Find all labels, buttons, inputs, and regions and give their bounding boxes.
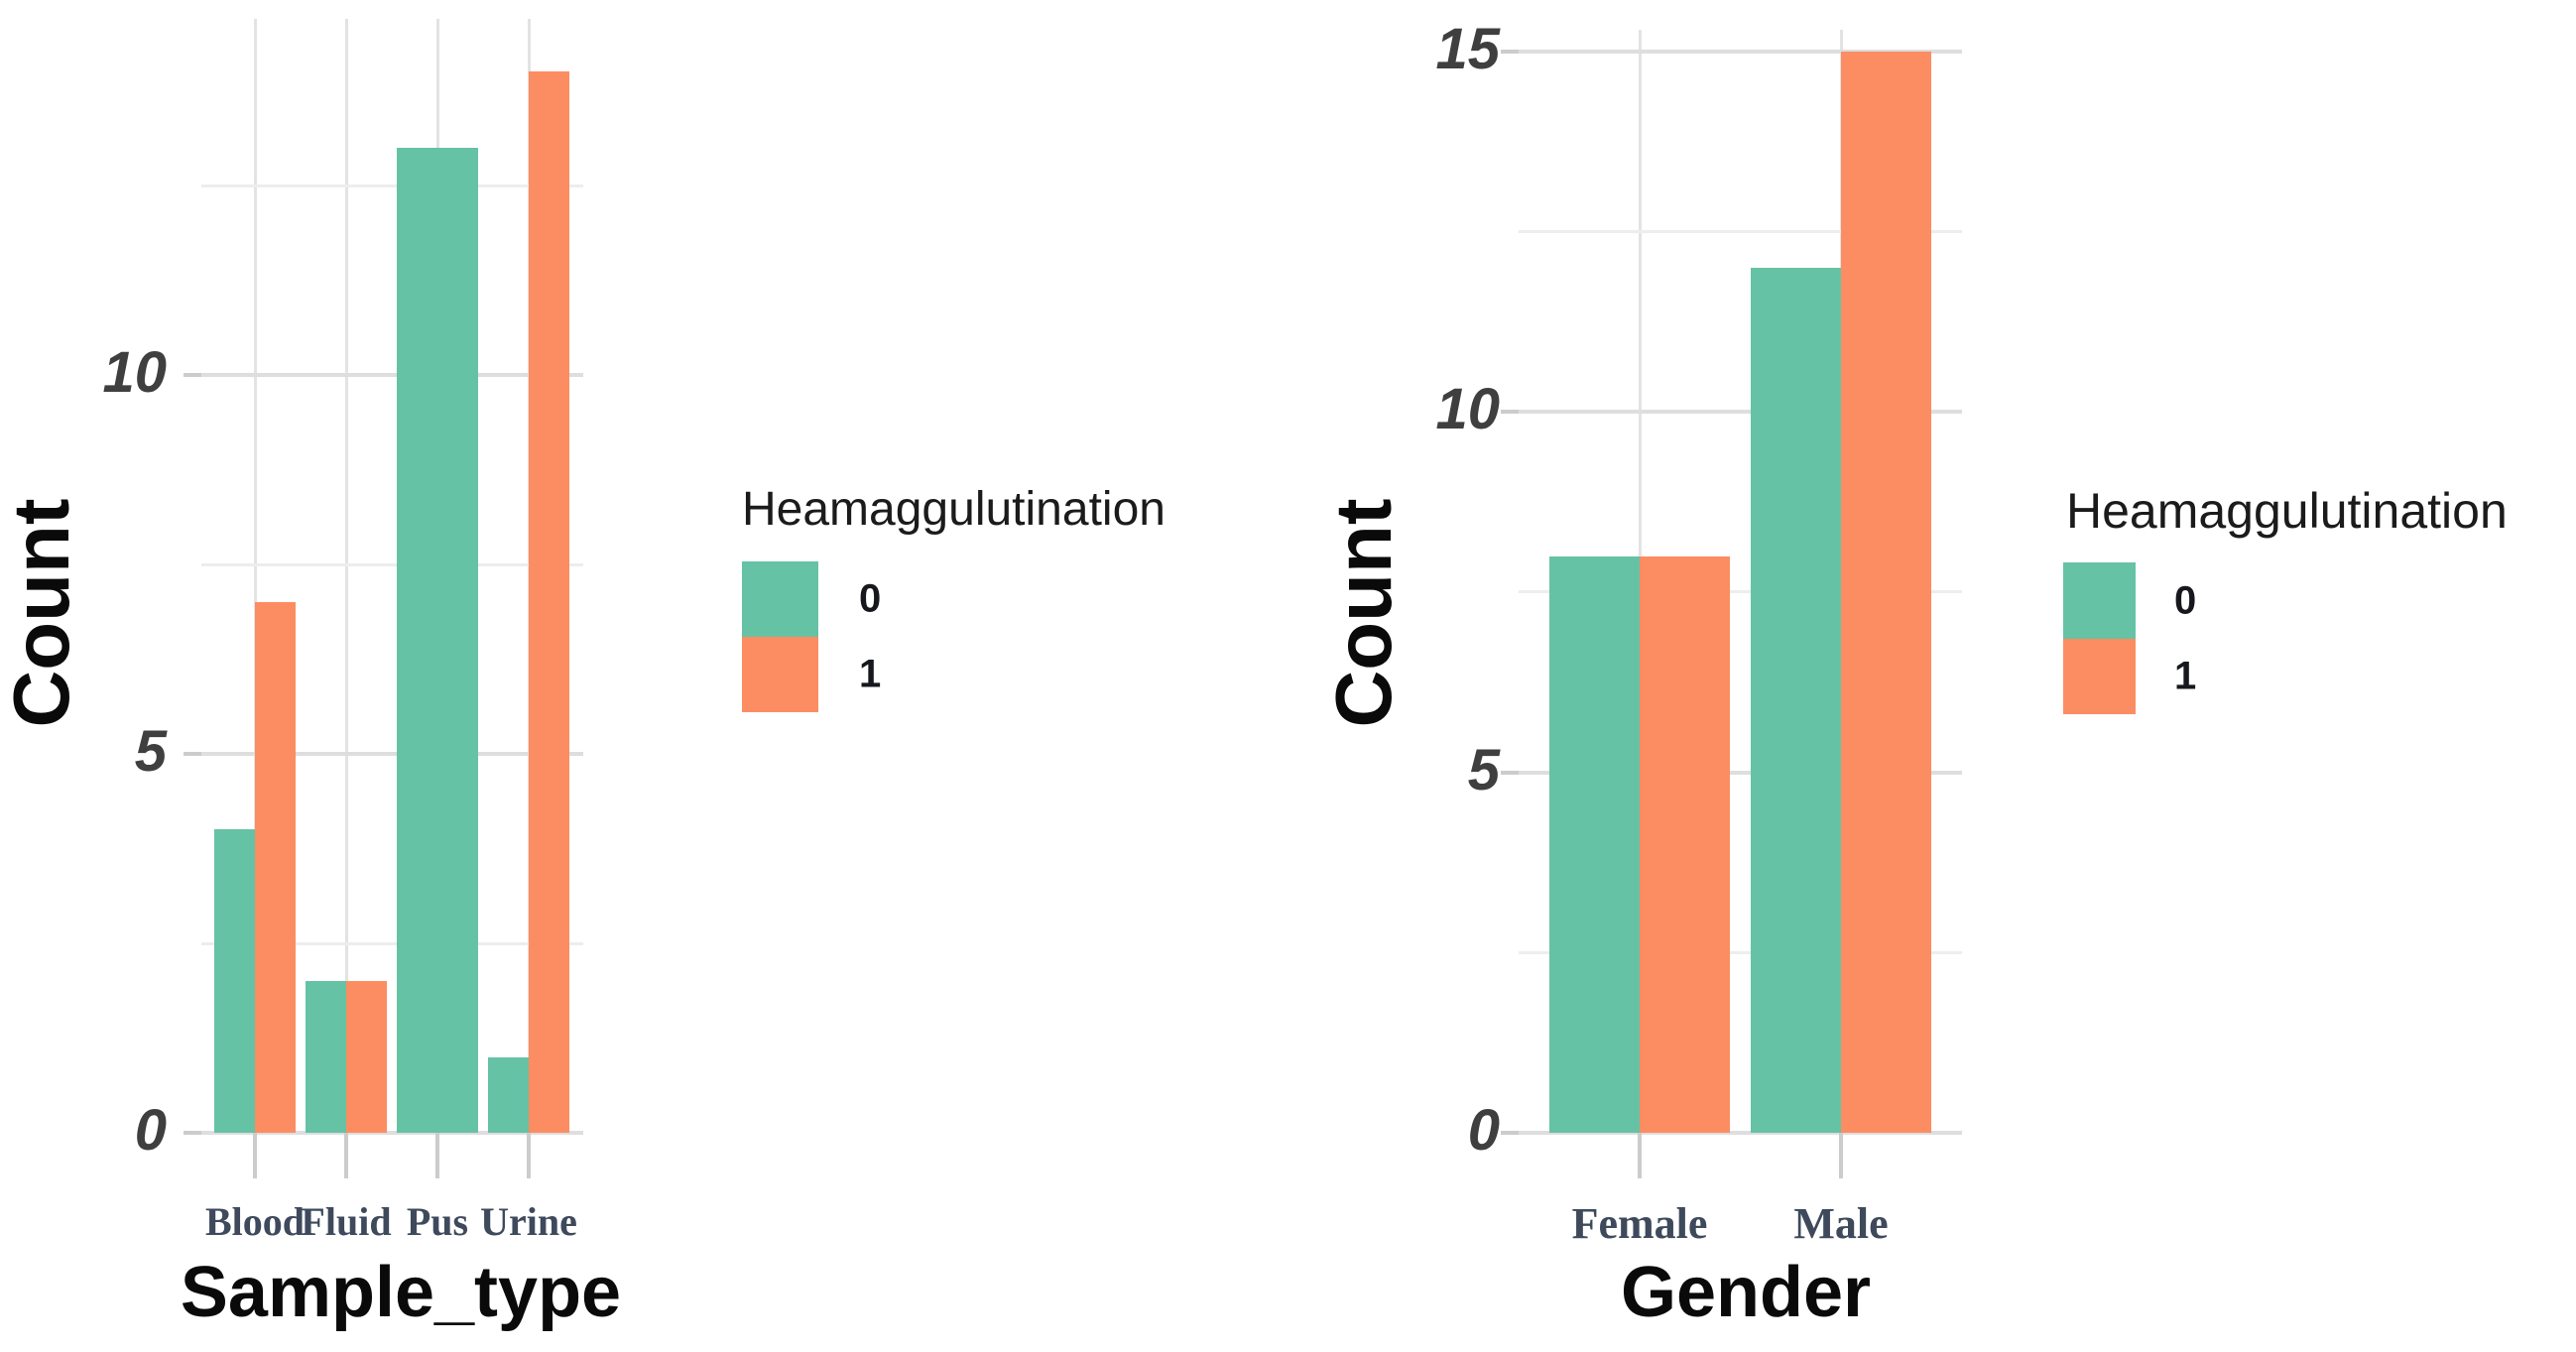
legend-swatch-1 bbox=[742, 637, 818, 712]
bar-male-1 bbox=[1841, 51, 1931, 1133]
y-tick-label: 5 bbox=[1467, 737, 1500, 802]
gridline-minor bbox=[1519, 950, 1962, 954]
gridline-major bbox=[1519, 49, 1962, 54]
gridline-minor bbox=[1519, 590, 1962, 594]
x-axis-title: Sample_type bbox=[180, 1253, 622, 1332]
gridline-major bbox=[1519, 770, 1962, 775]
bar-pus-0 bbox=[397, 147, 478, 1133]
y-axis-title: Count bbox=[1319, 498, 1408, 728]
bar-urine-1 bbox=[529, 71, 569, 1133]
bar-female-0 bbox=[1549, 555, 1640, 1133]
x-tick-mark bbox=[1839, 1133, 1843, 1178]
bar-fluid-0 bbox=[306, 981, 346, 1133]
bar-fluid-1 bbox=[346, 981, 387, 1133]
legend-label-1: 1 bbox=[2174, 654, 2197, 698]
y-tick-label: 5 bbox=[134, 718, 167, 784]
legend-swatch-1 bbox=[2063, 639, 2136, 714]
gridline-vertical bbox=[344, 19, 348, 1133]
y-tick-label: 0 bbox=[134, 1097, 167, 1163]
legend-swatch-0 bbox=[2063, 562, 2136, 639]
x-tick-label: Urine bbox=[480, 1199, 577, 1244]
y-tick-label: 15 bbox=[1435, 16, 1500, 81]
y-tick-mark bbox=[184, 1131, 201, 1135]
y-tick-mark bbox=[1501, 410, 1519, 415]
legend-label-0: 0 bbox=[2174, 578, 2197, 623]
y-tick-label: 10 bbox=[102, 339, 167, 405]
y-tick-mark bbox=[1501, 770, 1519, 775]
x-tick-mark bbox=[253, 1133, 257, 1178]
bar-blood-1 bbox=[255, 602, 296, 1133]
y-tick-label: 10 bbox=[1435, 377, 1500, 442]
gridline-major bbox=[201, 752, 583, 757]
x-tick-mark bbox=[1638, 1133, 1642, 1178]
x-tick-label: Pus bbox=[406, 1199, 469, 1244]
x-tick-label: Blood bbox=[204, 1199, 306, 1244]
x-tick-label: Fluid bbox=[301, 1199, 392, 1244]
gridline-minor bbox=[201, 562, 583, 566]
y-tick-mark bbox=[1501, 1131, 1519, 1135]
y-tick-mark bbox=[184, 752, 201, 757]
x-tick-mark bbox=[527, 1133, 531, 1178]
y-tick-label: 0 bbox=[1467, 1097, 1500, 1163]
legend-title: Heamaggulutination bbox=[2066, 483, 2508, 539]
legend-label-0: 0 bbox=[859, 576, 882, 621]
gridline-minor bbox=[201, 941, 583, 945]
y-tick-mark bbox=[1501, 49, 1519, 54]
gridline-major bbox=[201, 1131, 583, 1135]
gridline-major bbox=[1519, 1131, 1962, 1135]
gridline-major bbox=[201, 373, 583, 378]
legend-title: Heamaggulutination bbox=[742, 483, 1165, 536]
x-tick-label: Male bbox=[1793, 1199, 1889, 1248]
gridline-major bbox=[1519, 410, 1962, 415]
gridline-vertical bbox=[253, 19, 257, 1133]
x-tick-mark bbox=[435, 1133, 439, 1178]
bar-blood-0 bbox=[214, 829, 255, 1133]
y-axis-title: Count bbox=[0, 498, 85, 728]
legend-label-1: 1 bbox=[859, 652, 882, 696]
gridline-minor bbox=[1519, 230, 1962, 233]
x-axis-title: Gender bbox=[1620, 1253, 1872, 1332]
legend-swatch-0 bbox=[742, 561, 818, 637]
bar-female-1 bbox=[1640, 555, 1730, 1133]
bar-male-0 bbox=[1751, 267, 1841, 1133]
y-tick-mark bbox=[184, 373, 201, 378]
x-tick-label: Female bbox=[1571, 1199, 1708, 1248]
gridline-minor bbox=[201, 184, 583, 187]
bar-urine-0 bbox=[488, 1056, 529, 1133]
x-tick-mark bbox=[344, 1133, 348, 1178]
